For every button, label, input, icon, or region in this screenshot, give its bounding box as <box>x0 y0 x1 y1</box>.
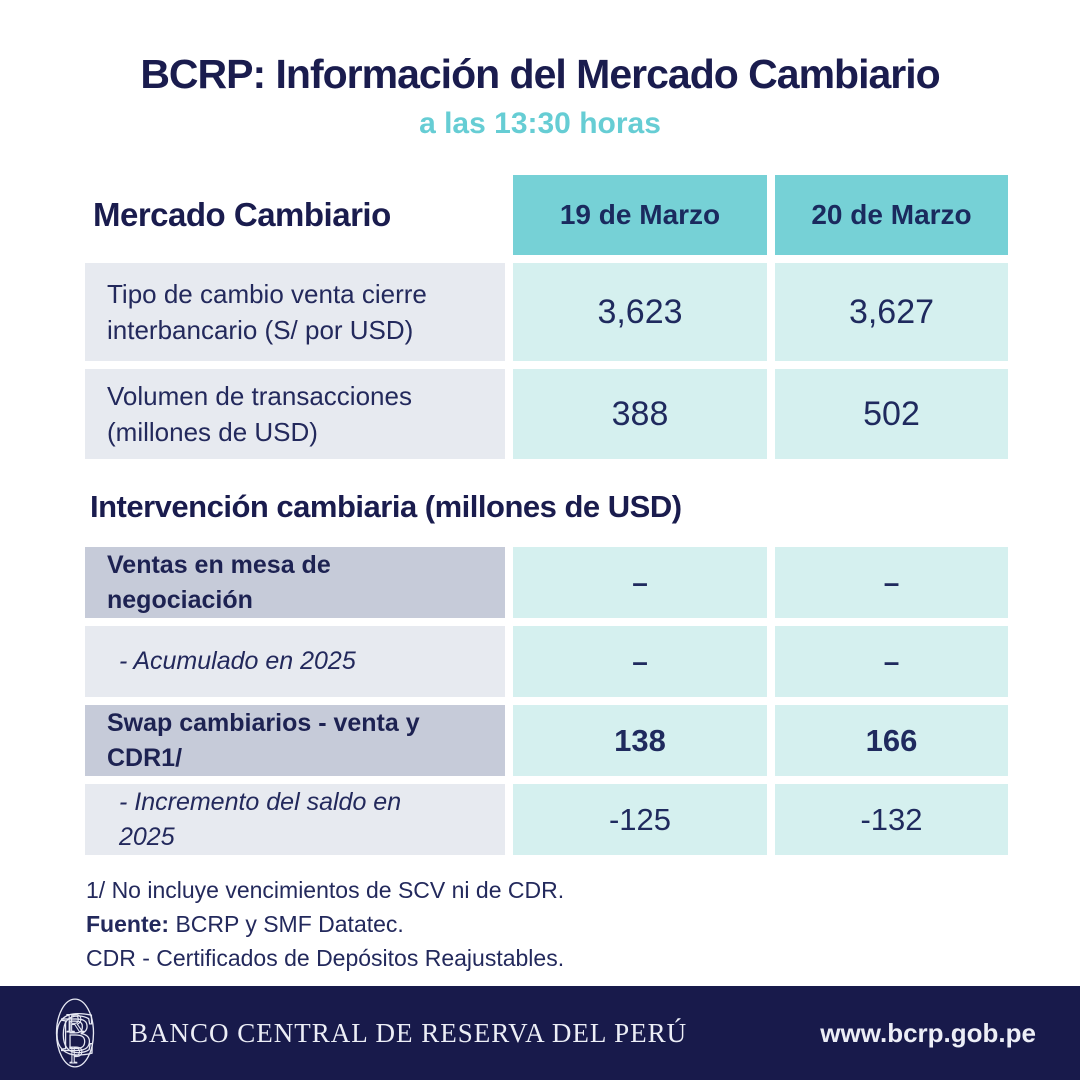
cell-value: – <box>775 547 1008 619</box>
table-row: Volumen de transacciones (millones de US… <box>85 369 1008 460</box>
row-label: Swap cambiarios - venta y CDR1/ <box>85 705 505 777</box>
cell-value: 3,627 <box>775 263 1008 362</box>
footnote-1: 1/ No incluye vencimientos de SCV ni de … <box>86 877 565 904</box>
fuente-text: BCRP y SMF Datatec. <box>169 911 404 938</box>
cell-value: 166 <box>775 705 1008 777</box>
intervencion-cambiaria-table: Ventas en mesa de negociación – – - Acum… <box>85 547 1008 856</box>
cell-value: – <box>775 626 1008 698</box>
cell-value: -125 <box>513 784 767 856</box>
column-header-19-marzo: 19 de Marzo <box>513 175 767 256</box>
bank-name: BANCO CENTRAL DE RESERVA DEL PERÚ <box>130 1017 688 1048</box>
table-header-row: Mercado Cambiario 19 de Marzo 20 de Marz… <box>85 175 1008 256</box>
cell-value: 138 <box>513 705 767 777</box>
footer-bar: C B R P BANCO CENTRAL DE RESERVA DEL PER… <box>0 986 1080 1080</box>
section-heading-intervencion: Intervención cambiaria (millones de USD) <box>90 489 682 525</box>
footnotes: 1/ No incluye vencimientos de SCV ni de … <box>86 873 1080 975</box>
table-row: Swap cambiarios - venta y CDR1/ 138 166 <box>85 705 1008 777</box>
row-label: Ventas en mesa de negociación <box>85 547 505 619</box>
cell-value: 3,623 <box>513 263 767 362</box>
page-subtitle: a las 13:30 horas <box>419 107 661 141</box>
website-url: www.bcrp.gob.pe <box>820 1017 1036 1048</box>
column-header-20-marzo: 20 de Marzo <box>775 175 1008 256</box>
page-title: BCRP: Información del Mercado Cambiario <box>140 51 940 97</box>
svg-text:P: P <box>69 1042 83 1069</box>
fuente-label: Fuente: <box>86 911 170 938</box>
table-row: Tipo de cambio venta cierre interbancari… <box>85 263 1008 362</box>
cell-value: 502 <box>775 369 1008 460</box>
svg-text:R: R <box>66 1008 84 1038</box>
cell-value: – <box>513 547 767 619</box>
cell-value: 388 <box>513 369 767 460</box>
cell-value: – <box>513 626 767 698</box>
mercado-cambiario-table: Mercado Cambiario 19 de Marzo 20 de Marz… <box>85 175 1008 460</box>
row-label: - Acumulado en 2025 <box>85 626 505 698</box>
table-row: - Acumulado en 2025 – – <box>85 626 1008 698</box>
table-heading: Mercado Cambiario <box>93 196 391 234</box>
table-row: - Incremento del saldo en 2025 -125 -132 <box>85 784 1008 856</box>
row-label: Tipo de cambio venta cierre interbancari… <box>85 263 505 362</box>
cell-value: -132 <box>775 784 1008 856</box>
row-label: - Incremento del saldo en 2025 <box>85 784 505 856</box>
row-label: Volumen de transacciones (millones de US… <box>85 369 505 460</box>
svg-text:C: C <box>54 1001 95 1069</box>
footnote-cdr: CDR - Certificados de Depósitos Reajusta… <box>86 945 565 972</box>
table-row: Ventas en mesa de negociación – – <box>85 547 1008 619</box>
svg-text:B: B <box>60 1009 92 1061</box>
footnote-fuente: Fuente: BCRP y SMF Datatec. <box>86 907 1080 941</box>
bcrp-monogram-icon: C B R P <box>54 998 96 1069</box>
